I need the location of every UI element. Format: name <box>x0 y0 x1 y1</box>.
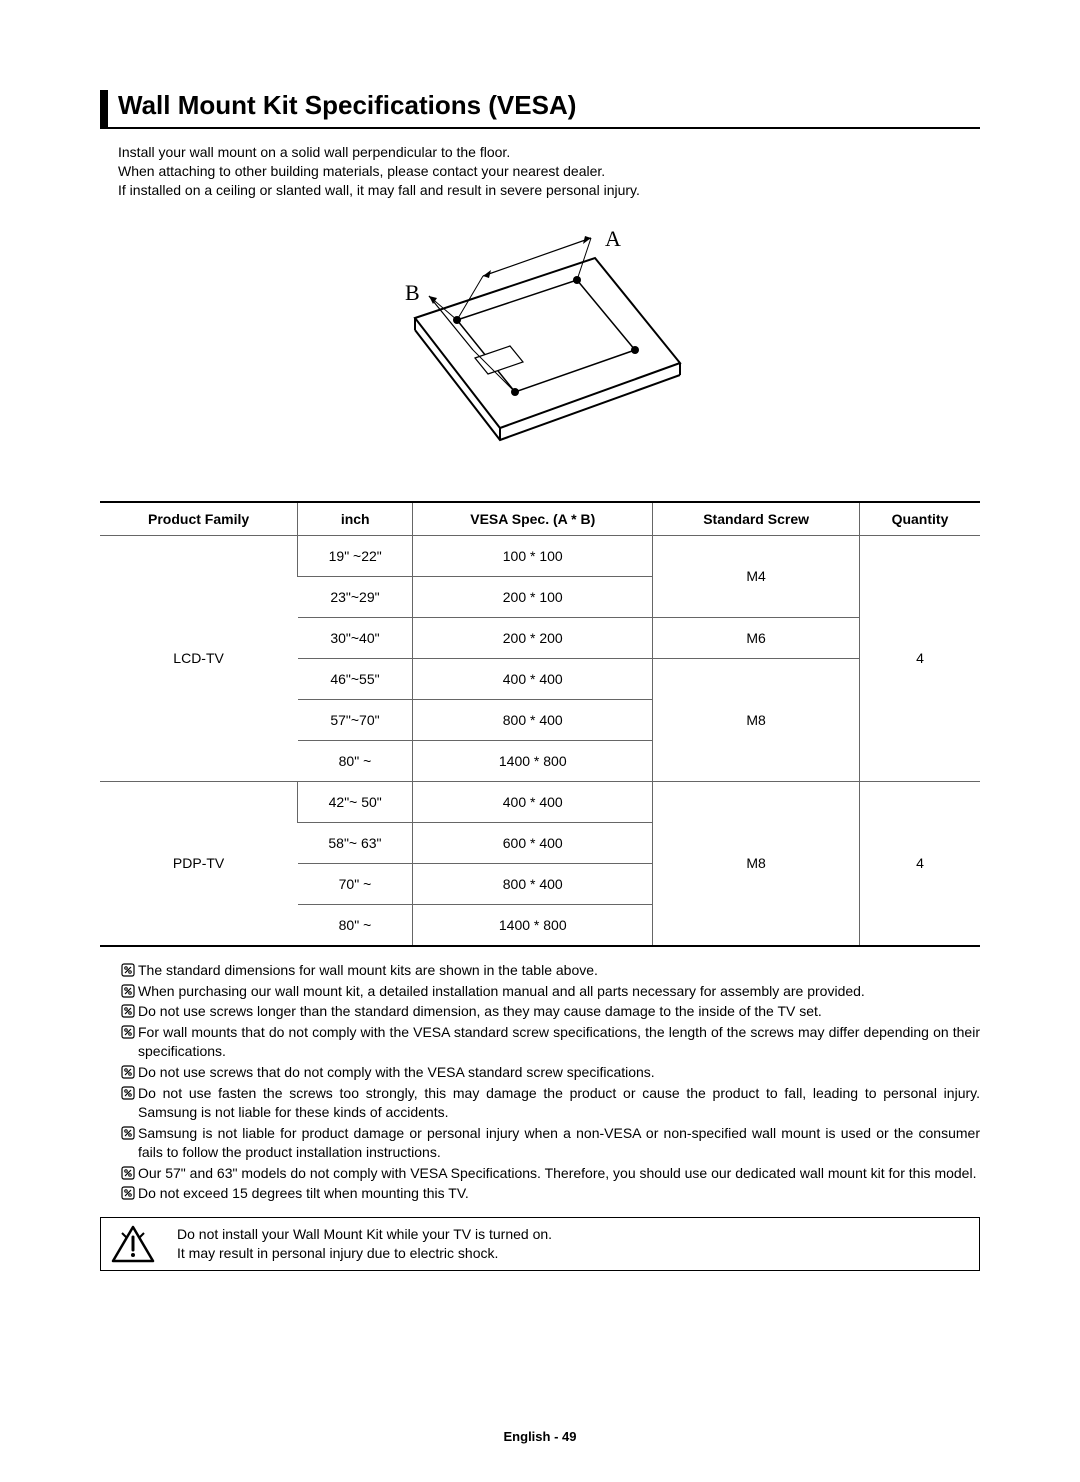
tv-back-diagram-icon: A B <box>375 218 705 478</box>
note-line: When purchasing our wall mount kit, a de… <box>118 982 980 1001</box>
cell-vesa: 100 * 100 <box>413 535 653 576</box>
note-line: Do not use screws that do not comply wit… <box>118 1063 980 1082</box>
cell-inch: 42"~ 50" <box>298 781 413 822</box>
cell-vesa: 1400 * 800 <box>413 904 653 946</box>
cell-inch: 58"~ 63" <box>298 822 413 863</box>
intro-line: When attaching to other building materia… <box>118 162 980 181</box>
cell-screw: M8 <box>653 781 860 946</box>
cell-vesa: 800 * 400 <box>413 699 653 740</box>
cell-vesa: 800 * 400 <box>413 863 653 904</box>
note-text: The standard dimensions for wall mount k… <box>138 961 980 980</box>
dimension-a-label: A <box>605 226 621 251</box>
table-row: PDP-TV 42"~ 50" 400 * 400 M8 4 <box>100 781 980 822</box>
note-icon <box>118 963 138 977</box>
intro-line: Install your wall mount on a solid wall … <box>118 143 980 162</box>
col-vesa: VESA Spec. (A * B) <box>413 502 653 536</box>
cell-inch: 30"~40" <box>298 617 413 658</box>
note-line: Do not exceed 15 degrees tilt when mount… <box>118 1184 980 1203</box>
cell-inch: 80" ~ <box>298 740 413 781</box>
vesa-diagram: A B <box>100 218 980 483</box>
cell-vesa: 600 * 400 <box>413 822 653 863</box>
intro-text: Install your wall mount on a solid wall … <box>100 143 980 200</box>
cell-family: PDP-TV <box>100 781 298 946</box>
note-icon <box>118 984 138 998</box>
cell-inch: 70" ~ <box>298 863 413 904</box>
cell-family: LCD-TV <box>100 535 298 781</box>
cell-inch: 80" ~ <box>298 904 413 946</box>
note-line: Do not use screws longer than the standa… <box>118 1002 980 1021</box>
cell-screw: M4 <box>653 535 860 617</box>
table-header-row: Product Family inch VESA Spec. (A * B) S… <box>100 502 980 536</box>
note-icon <box>118 1166 138 1180</box>
cell-inch: 19" ~22" <box>298 535 413 576</box>
note-line: Our 57" and 63" models do not comply wit… <box>118 1164 980 1183</box>
cell-vesa: 200 * 200 <box>413 617 653 658</box>
note-text: Do not use screws longer than the standa… <box>138 1002 980 1021</box>
page-footer: English - 49 <box>0 1429 1080 1444</box>
warning-line: Do not install your Wall Mount Kit while… <box>177 1225 552 1244</box>
note-icon <box>118 1186 138 1200</box>
note-text: Do not use fasten the screws too strongl… <box>138 1084 980 1122</box>
note-line: Do not use fasten the screws too strongl… <box>118 1084 980 1122</box>
vesa-spec-table: Product Family inch VESA Spec. (A * B) S… <box>100 501 980 947</box>
notes-list: The standard dimensions for wall mount k… <box>100 961 980 1204</box>
note-icon <box>118 1086 138 1100</box>
section-heading-wrap: Wall Mount Kit Specifications (VESA) <box>100 90 980 129</box>
note-text: Samsung is not liable for product damage… <box>138 1124 980 1162</box>
note-text: When purchasing our wall mount kit, a de… <box>138 982 980 1001</box>
warning-text: Do not install your Wall Mount Kit while… <box>177 1225 552 1263</box>
note-text: Our 57" and 63" models do not comply wit… <box>138 1164 980 1183</box>
col-qty: Quantity <box>859 502 980 536</box>
note-icon <box>118 1065 138 1079</box>
cell-qty: 4 <box>859 781 980 946</box>
cell-vesa: 1400 * 800 <box>413 740 653 781</box>
col-family: Product Family <box>100 502 298 536</box>
note-text: For wall mounts that do not comply with … <box>138 1023 980 1061</box>
note-line: For wall mounts that do not comply with … <box>118 1023 980 1061</box>
note-line: Samsung is not liable for product damage… <box>118 1124 980 1162</box>
intro-line: If installed on a ceiling or slanted wal… <box>118 181 980 200</box>
cell-qty: 4 <box>859 535 980 781</box>
warning-box: Do not install your Wall Mount Kit while… <box>100 1217 980 1271</box>
cell-inch: 46"~55" <box>298 658 413 699</box>
note-line: The standard dimensions for wall mount k… <box>118 961 980 980</box>
col-screw: Standard Screw <box>653 502 860 536</box>
cell-inch: 57"~70" <box>298 699 413 740</box>
note-icon <box>118 1025 138 1039</box>
note-text: Do not use screws that do not comply wit… <box>138 1063 980 1082</box>
warning-line: It may result in personal injury due to … <box>177 1244 552 1263</box>
cell-screw: M8 <box>653 658 860 781</box>
warning-triangle-icon <box>109 1224 157 1264</box>
note-icon <box>118 1126 138 1140</box>
cell-vesa: 200 * 100 <box>413 576 653 617</box>
col-inch: inch <box>298 502 413 536</box>
dimension-b-label: B <box>405 280 420 305</box>
cell-vesa: 400 * 400 <box>413 658 653 699</box>
cell-vesa: 400 * 400 <box>413 781 653 822</box>
section-heading: Wall Mount Kit Specifications (VESA) <box>118 90 980 127</box>
note-icon <box>118 1004 138 1018</box>
note-text: Do not exceed 15 degrees tilt when mount… <box>138 1184 980 1203</box>
table-row: LCD-TV 19" ~22" 100 * 100 M4 4 <box>100 535 980 576</box>
cell-screw: M6 <box>653 617 860 658</box>
cell-inch: 23"~29" <box>298 576 413 617</box>
